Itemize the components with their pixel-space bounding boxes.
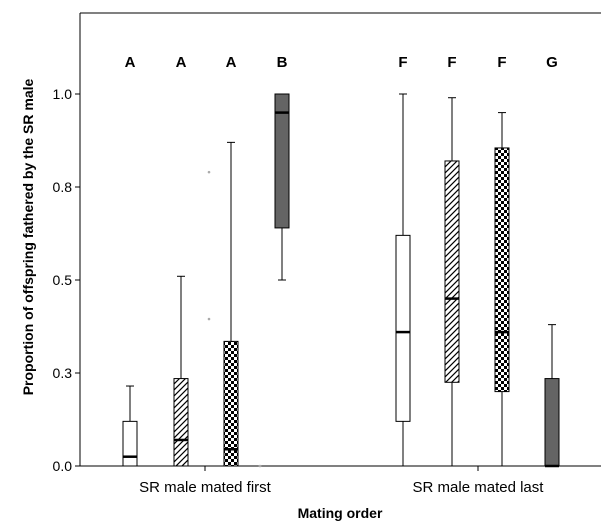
box-4-iqr <box>395 234 411 422</box>
significance-letter-4: F <box>398 54 407 71</box>
y-tick-label-2: 0.5 <box>53 272 73 288</box>
box-5-iqr <box>444 160 460 383</box>
significance-letter-6: F <box>497 54 506 71</box>
box-7 <box>544 324 560 468</box>
box-6-iqr <box>494 147 510 393</box>
box-3-iqr <box>274 93 290 229</box>
box-0-iqr <box>122 420 138 467</box>
box-4 <box>395 93 411 467</box>
significance-letter-5: F <box>447 54 456 71</box>
x-category-label-0: SR male mated first <box>139 479 272 496</box>
box-1 <box>173 275 189 467</box>
significance-letter-0: A <box>125 54 136 71</box>
significance-letter-3: B <box>277 54 288 71</box>
box-1-iqr <box>173 378 189 467</box>
box-7-iqr <box>544 378 560 467</box>
box-3 <box>274 93 290 281</box>
significance-letter-2: A <box>226 54 237 71</box>
outlier-2 <box>258 464 262 468</box>
boxes <box>122 93 560 468</box>
box-6 <box>494 112 510 467</box>
y-tick-label-1: 0.3 <box>53 365 73 381</box>
box-5 <box>444 97 460 467</box>
outlier-1 <box>207 317 211 321</box>
y-axis-title: Proportion of offspring fathered by the … <box>20 79 36 396</box>
box-0 <box>122 385 138 467</box>
outlier-0 <box>207 170 211 174</box>
significance-letter-7: G <box>546 54 558 71</box>
y-tick-label-4: 1.0 <box>53 86 73 102</box>
x-category-label-1: SR male mated last <box>413 479 545 496</box>
significance-letter-1: A <box>176 54 187 71</box>
y-tick-label-3: 0.8 <box>53 179 73 195</box>
y-tick-label-0: 0.0 <box>53 458 73 474</box>
x-axis: SR male mated first SR male mated last <box>139 466 544 496</box>
y-axis: 0.0 0.3 0.5 0.8 1.0 <box>53 86 80 474</box>
box-2-iqr <box>223 340 239 467</box>
x-axis-title: Mating order <box>298 505 383 521</box>
box-2 <box>223 141 239 467</box>
plot-frame <box>79 12 601 467</box>
